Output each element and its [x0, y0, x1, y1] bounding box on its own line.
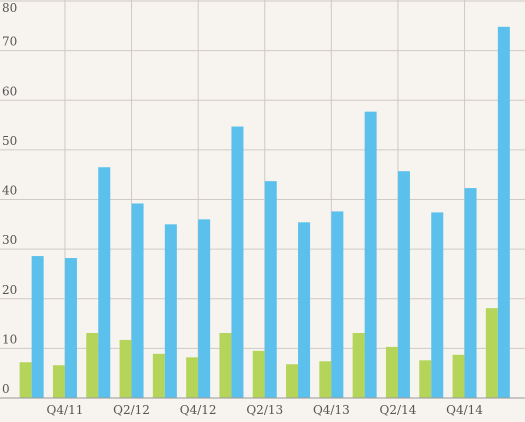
- y-tick-label: 60: [2, 84, 17, 98]
- bar: [98, 167, 111, 398]
- bar: [419, 360, 432, 398]
- bar: [397, 171, 410, 398]
- bar: [264, 181, 277, 398]
- bar: [131, 203, 144, 398]
- bar: [319, 361, 332, 398]
- bar: [385, 346, 398, 398]
- bar: [485, 308, 498, 398]
- bar: [286, 364, 299, 398]
- bar: [252, 350, 265, 398]
- y-tick-label: 40: [2, 184, 17, 198]
- bar: [52, 365, 65, 398]
- bar: [364, 111, 377, 398]
- bar: [198, 219, 211, 398]
- bar: [497, 26, 510, 399]
- x-tick-label: Q2/14: [380, 403, 417, 417]
- bar: [331, 211, 344, 398]
- y-tick-label: 10: [2, 332, 17, 346]
- bar: [431, 212, 444, 398]
- bar: [119, 339, 132, 398]
- y-tick-label: 80: [2, 1, 17, 15]
- x-tick-label: Q2/12: [113, 403, 150, 417]
- bar: [152, 353, 165, 398]
- x-tick-label: Q4/14: [446, 403, 483, 417]
- bar: [64, 258, 77, 398]
- bar: [464, 188, 477, 398]
- bar: [164, 224, 177, 398]
- y-tick-label: 20: [2, 283, 17, 297]
- y-tick-label: 0: [2, 382, 10, 396]
- bar: [298, 222, 311, 398]
- y-tick-label: 50: [2, 134, 17, 148]
- x-tick-label: Q4/11: [47, 403, 84, 417]
- x-tick-label: Q4/12: [180, 403, 217, 417]
- x-tick-label: Q2/13: [246, 403, 283, 417]
- bar: [186, 357, 199, 398]
- bar: [231, 126, 244, 399]
- x-tick-label: Q4/13: [313, 403, 350, 417]
- y-tick-label: 70: [2, 35, 17, 49]
- bar: [19, 362, 32, 398]
- y-tick-label: 30: [2, 233, 17, 247]
- bar: [219, 332, 232, 398]
- bar: [31, 256, 44, 398]
- bar: [86, 332, 99, 398]
- bar: [452, 354, 465, 398]
- bar: [352, 332, 365, 398]
